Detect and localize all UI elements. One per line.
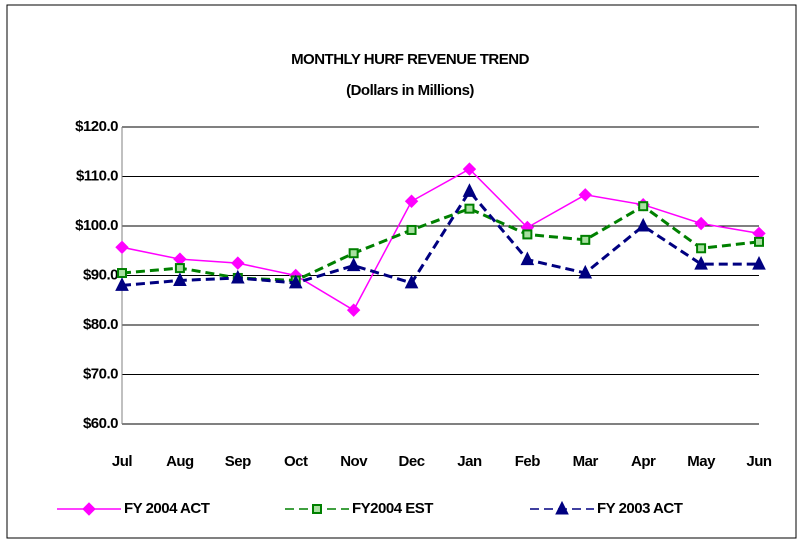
x-tick-label: Nov: [340, 453, 368, 470]
series-marker: [288, 274, 303, 289]
series-marker: [636, 217, 650, 232]
y-tick-label: $120.0: [75, 118, 118, 135]
x-tick-label: May: [687, 453, 716, 470]
series-marker: [520, 251, 535, 266]
y-tick-label: $60.0: [83, 415, 118, 432]
y-tick-label: $80.0: [83, 316, 118, 333]
series-marker: [694, 255, 708, 270]
x-tick-label: Feb: [515, 453, 541, 470]
series-marker: [174, 263, 185, 274]
series-line: [121, 188, 759, 287]
series-marker: [462, 183, 477, 197]
x-tick-label: Dec: [399, 453, 425, 470]
series-marker: [464, 203, 475, 214]
series-line: [121, 204, 760, 282]
chart-subtitle: (Dollars in Millions): [346, 82, 474, 99]
legend-label: FY 2004 ACT: [124, 500, 210, 517]
series-marker: [346, 257, 361, 272]
legend-label: FY 2003 ACT: [597, 500, 683, 517]
series-marker: [406, 224, 417, 235]
legend-marker: [312, 504, 322, 514]
series-line: [121, 168, 760, 312]
series-marker: [522, 229, 533, 240]
series-marker: [752, 255, 766, 270]
legend-marker: [555, 500, 569, 515]
x-tick-label: Jun: [746, 453, 772, 470]
series-marker: [404, 194, 419, 208]
y-tick-label: $90.0: [83, 266, 118, 283]
series-marker: [462, 162, 477, 176]
series-marker: [694, 216, 708, 231]
series-marker: [231, 269, 245, 284]
series-marker: [115, 277, 129, 291]
x-tick-label: Aug: [166, 453, 194, 470]
series-marker: [231, 256, 245, 270]
series-marker: [173, 272, 187, 286]
x-tick-label: Jan: [457, 453, 482, 470]
series-marker: [638, 201, 649, 212]
series-marker: [348, 248, 359, 259]
x-tick-label: Apr: [631, 453, 656, 470]
series-marker: [117, 268, 127, 279]
legend-marker: [82, 502, 96, 516]
series-marker: [578, 264, 593, 279]
x-tick-label: Oct: [284, 453, 308, 470]
series-marker: [754, 236, 764, 247]
x-tick-label: Sep: [225, 453, 251, 470]
chart-title: MONTHLY HURF REVENUE TREND: [291, 51, 530, 68]
legend-label: FY2004 EST: [352, 500, 433, 517]
y-tick-label: $70.0: [83, 365, 118, 382]
series-marker: [115, 240, 129, 254]
series-marker: [580, 234, 591, 245]
series-marker: [346, 303, 361, 317]
series-marker: [404, 274, 419, 289]
y-tick-label: $110.0: [76, 167, 118, 184]
series-marker: [578, 188, 592, 202]
series-marker: [696, 243, 707, 254]
x-tick-label: Jul: [112, 453, 133, 470]
x-tick-label: Mar: [573, 453, 599, 470]
y-tick-label: $100.0: [75, 217, 118, 234]
